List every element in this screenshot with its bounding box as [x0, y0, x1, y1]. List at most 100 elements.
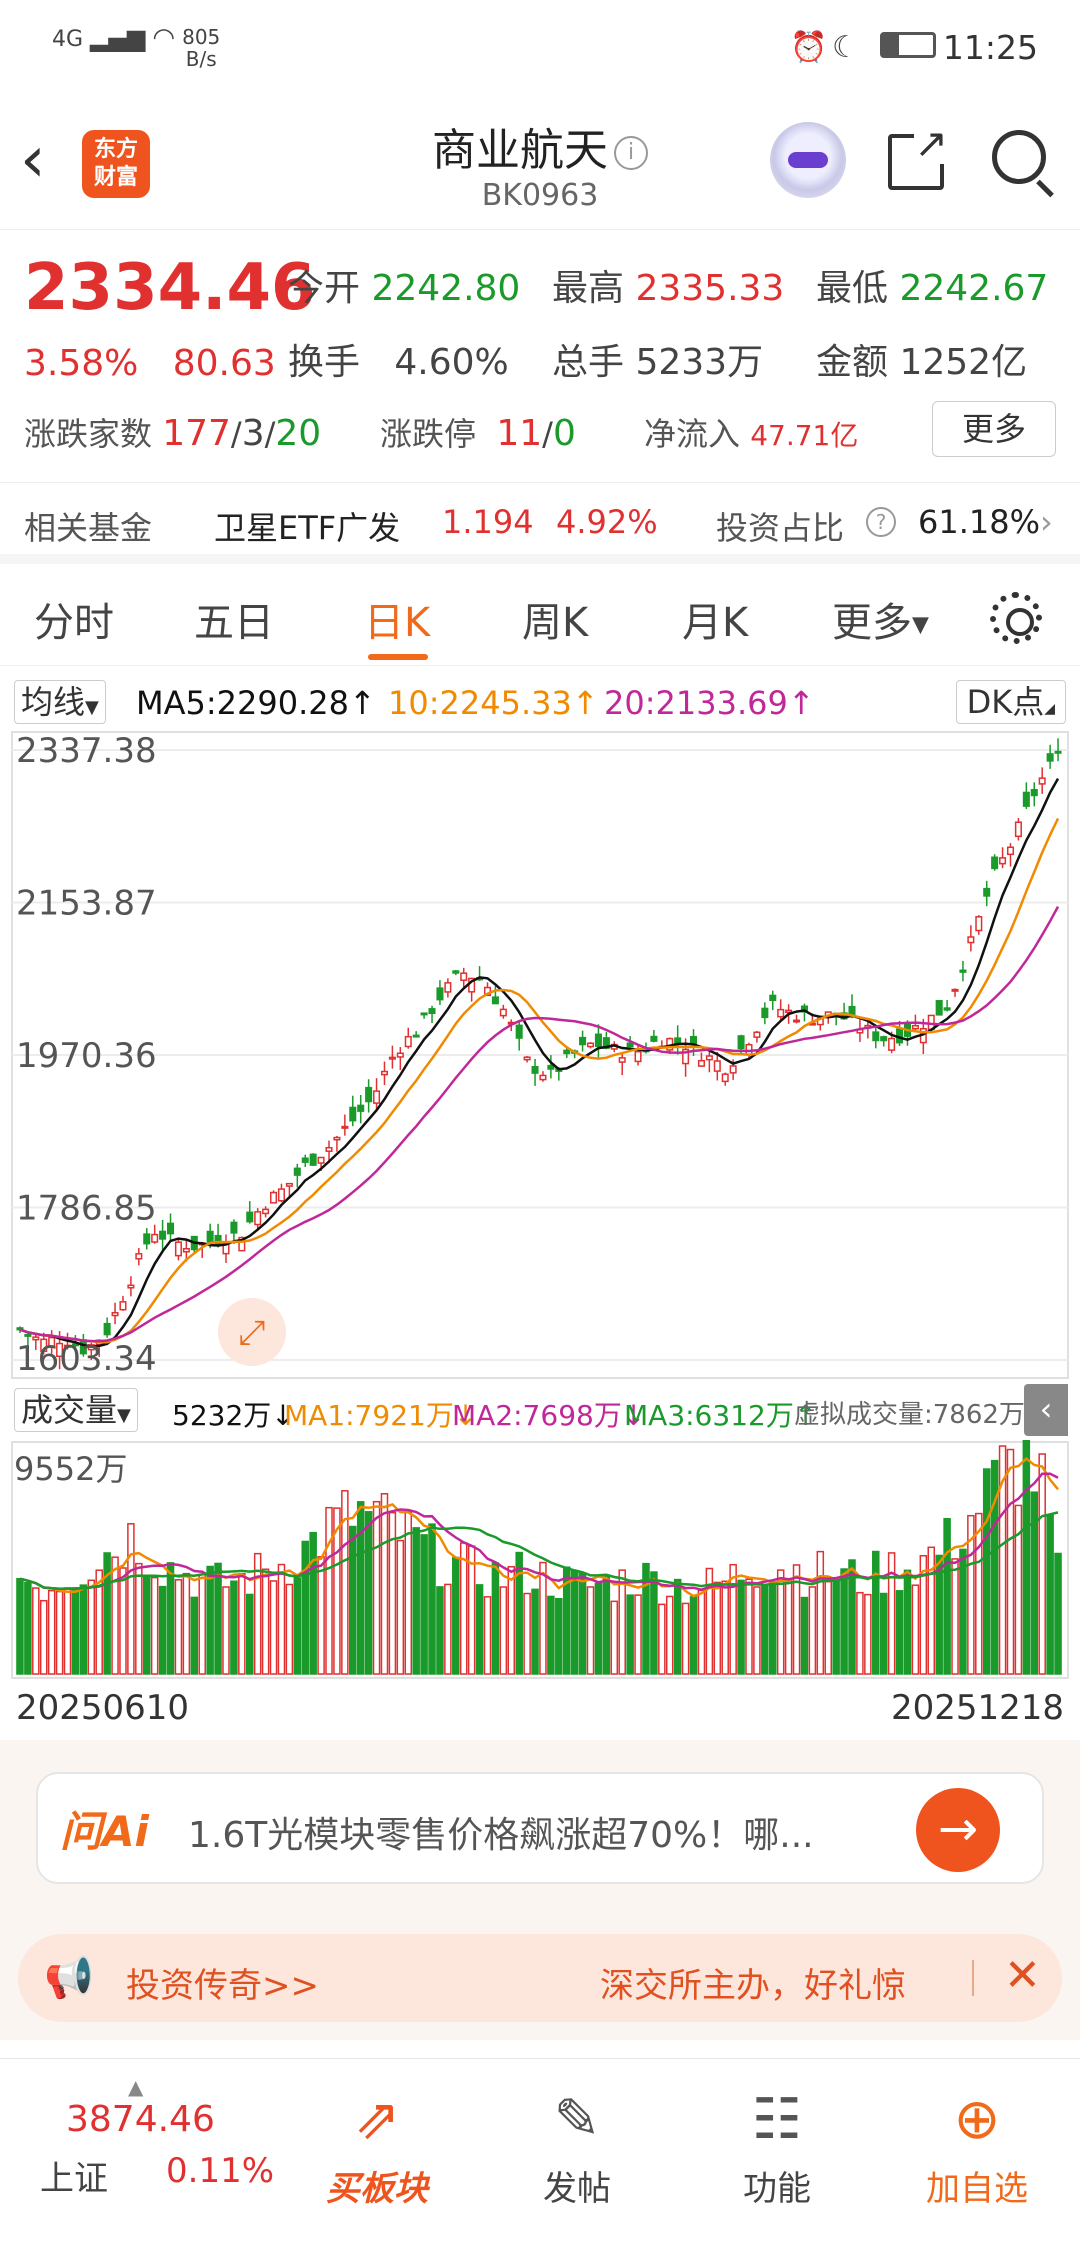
index-name[interactable]: 上证 [40, 2159, 108, 2199]
candle [428, 1005, 436, 1024]
tab-monthly-k[interactable]: 月K [682, 600, 749, 646]
gear-icon[interactable] [990, 592, 1042, 644]
ai-go-button[interactable]: → [916, 1788, 1000, 1872]
net-speed-unit: B/s [185, 47, 217, 71]
open-value: 2242.80 [371, 268, 521, 309]
tab-weekly-k[interactable]: 周K [522, 600, 589, 646]
volume-bar [618, 1569, 626, 1675]
candle [650, 1030, 658, 1043]
candle [579, 1030, 587, 1052]
volume-bar [911, 1584, 920, 1675]
volume-bar [420, 1534, 428, 1675]
assistant-robot-icon[interactable] [770, 122, 846, 198]
candle [896, 1020, 904, 1046]
volume-bar [737, 1579, 745, 1675]
volume-bar [24, 1581, 32, 1675]
tab-more[interactable]: 更多▼ [832, 600, 929, 646]
buy-sector-icon: ⇗ [353, 2087, 401, 2152]
candle [174, 1237, 182, 1261]
search-icon[interactable] [992, 130, 1046, 184]
volume-bar [32, 1587, 40, 1675]
buy-sector-button[interactable]: ⇗ 买板块 [302, 2079, 452, 2210]
volume-bar [721, 1580, 729, 1675]
volume-bar [1030, 1491, 1039, 1675]
promo-close-button[interactable]: ✕ [1004, 1950, 1041, 2001]
volume-bar [349, 1525, 357, 1675]
turnover-field: 换手 4.60% [288, 342, 509, 383]
volume-bar [95, 1569, 103, 1675]
caret-up-icon: ▲ [128, 2075, 144, 2099]
volume-bar [681, 1602, 690, 1675]
volume-bar [119, 1567, 127, 1675]
volume-bar [174, 1579, 183, 1675]
index-pct[interactable]: 0.11% [166, 2151, 275, 2191]
candle [721, 1072, 729, 1086]
promo-banner[interactable]: 📢 投资传奇>> 深交所主办，好礼惊 ✕ [18, 1934, 1062, 2022]
volume-bar [832, 1579, 840, 1675]
related-fund-row[interactable]: 相关基金 卫星ETF广发 1.194 4.92% 投资占比 ? 61.18% › [0, 482, 1080, 564]
candle [277, 1183, 285, 1203]
tab-daily-k[interactable]: 日K [364, 600, 431, 646]
candle [618, 1053, 626, 1076]
candle [753, 1030, 761, 1043]
volume-bar [499, 1586, 508, 1675]
volume-bar [364, 1511, 373, 1675]
volume-bar [388, 1511, 397, 1675]
volume-bar [547, 1595, 555, 1675]
volume-bar [515, 1551, 523, 1675]
amount-field: 金额 1252亿 [816, 342, 1028, 383]
expand-icon[interactable] [218, 1298, 286, 1366]
indicator-select[interactable]: 均线▼ [14, 680, 106, 724]
volume-select[interactable]: 成交量▼ [14, 1388, 138, 1432]
candle [951, 988, 959, 997]
volume-bar [745, 1578, 753, 1675]
back-button[interactable]: ‹ [20, 123, 46, 197]
tab-intraday[interactable]: 分时 [34, 600, 114, 646]
more-button[interactable]: 更多 [932, 401, 1056, 457]
candle [1030, 782, 1038, 807]
post-button[interactable]: ✎ 发帖 [502, 2079, 652, 2210]
clock: 11:25 [942, 28, 1038, 67]
y-tick-label: 2337.38 [16, 731, 157, 771]
volume-bar [71, 1587, 80, 1675]
volume-bar [610, 1600, 619, 1675]
advdec-field: 涨跌家数 177/3/20 [24, 413, 322, 454]
volume-bar [872, 1550, 880, 1675]
volume-bar [356, 1501, 365, 1675]
volume-bar [792, 1564, 801, 1675]
share-icon[interactable] [888, 124, 948, 190]
functions-button[interactable]: ☷ 功能 [702, 2079, 852, 2210]
alarm-icon: ⏰ [790, 30, 828, 65]
volume-bar [713, 1581, 722, 1675]
volume-bar [578, 1572, 587, 1675]
high-field: 最高 2335.33 [552, 268, 785, 309]
volume-bar [658, 1603, 666, 1675]
quote-panel: 2334.46 3.58% 80.63 今开 2242.80 最高 2335.3… [0, 231, 1080, 481]
dk-point-button[interactable]: DK点◢ [955, 680, 1066, 724]
ai-ask-bar[interactable]: 问Ai 1.6T光模块零售价格飙涨超70%！哪... → [36, 1772, 1044, 1884]
candle [1022, 782, 1030, 809]
candle [16, 1326, 24, 1333]
tab-5day[interactable]: 五日 [194, 600, 274, 646]
info-icon[interactable]: i [614, 136, 648, 170]
change-value: 80.63 [172, 343, 276, 384]
add-watchlist-button[interactable]: ⊕ 加自选 [902, 2079, 1052, 2210]
help-icon[interactable]: ? [866, 507, 896, 537]
candle [674, 1025, 682, 1055]
candle [436, 980, 444, 1005]
volume-bar [111, 1556, 119, 1675]
volume-bar [951, 1558, 959, 1675]
vol-ma3-label: MA3:6312万↑ [624, 1399, 818, 1432]
adv-count: 177 [162, 413, 231, 454]
candle [452, 969, 460, 976]
page-title: 商业航天 [432, 125, 608, 176]
volume-bar [1038, 1453, 1046, 1675]
candle [48, 1330, 56, 1354]
limit-up: 11 [496, 413, 543, 454]
volume-bar [214, 1562, 222, 1675]
collapse-panel-button[interactable]: ‹ [1024, 1384, 1068, 1436]
index-value[interactable]: 3874.46 [66, 2099, 215, 2140]
fund-label: 相关基金 [24, 509, 153, 547]
candlestick-chart[interactable]: 2337.38 2153.87 1970.36 1786.85 1603.34 ⤢ [0, 730, 1080, 1380]
functions-label: 功能 [743, 2169, 811, 2209]
